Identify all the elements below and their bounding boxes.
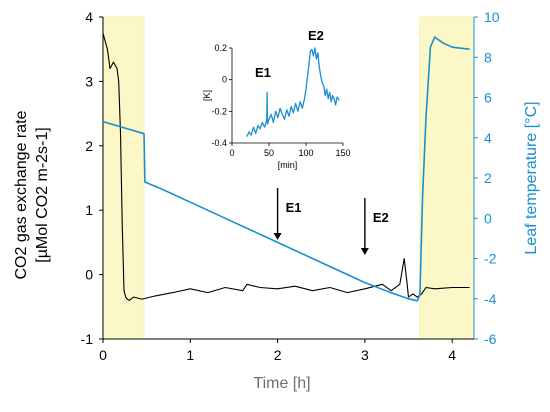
y-right-tick-label: 6 <box>484 90 492 106</box>
inset-x-tick-label: 100 <box>298 148 313 158</box>
x-tick-label: 4 <box>448 347 456 363</box>
inset-y-tick-label: -0.2 <box>211 106 227 116</box>
shaded-region-1 <box>419 16 475 340</box>
y-left-tick-label: 0 <box>85 267 93 283</box>
y-left-tick-label: 1 <box>85 202 93 218</box>
inset-annotation-e1: E1 <box>255 65 271 80</box>
x-tick-label: 2 <box>274 347 282 363</box>
inset-x-axis-title: [min] <box>278 160 298 170</box>
y-right-tick-label: 4 <box>484 130 492 146</box>
annotation-label-e1: E1 <box>286 200 302 215</box>
inset-y-axis-title: [K] <box>202 90 212 101</box>
x-tick-label: 0 <box>99 347 107 363</box>
y-right-tick-label: 8 <box>484 49 492 65</box>
inset-x-tick-label: 0 <box>229 148 234 158</box>
y-left-axis-title-line2: [µMol CO2 m-2s-1] <box>34 127 51 262</box>
y-right-tick-label: -4 <box>484 291 497 307</box>
inset-temperature-line <box>246 47 340 137</box>
inset-y-tick-label: -0.4 <box>211 138 227 148</box>
annotation-arrow-head <box>273 233 282 240</box>
inset-x-tick-label: 150 <box>335 148 350 158</box>
y-right-axis-title: Leaf temperature [°C] <box>523 101 540 254</box>
y-right-tick-label: -2 <box>484 251 497 267</box>
inset-y-tick-label: 0.2 <box>214 43 227 53</box>
y-right-tick-label: 10 <box>484 9 500 25</box>
inset-chart: 0 50 100 150 0.2 0 -0.2 -0.4 [K] [min] E1 E2 <box>196 28 364 176</box>
main-annotations: E1 E2 <box>273 188 389 255</box>
inset-annotation-e2: E2 <box>308 28 324 43</box>
inset-x-tick-label: 50 <box>264 148 274 158</box>
y-right-tick-label: 2 <box>484 170 492 186</box>
x-tick-label: 3 <box>361 347 369 363</box>
x-axis-title: Time [h] <box>253 375 310 392</box>
main-lines <box>102 32 470 302</box>
y-left-axis-title-line1: CO2 gas exchange rate <box>13 110 30 279</box>
annotation-label-e2: E2 <box>373 210 389 225</box>
x-tick-label: 1 <box>186 347 194 363</box>
annotation-arrow-head <box>360 248 369 255</box>
co2-exchange-line <box>102 32 470 301</box>
y-left-tick-label: 2 <box>85 138 93 154</box>
y-right-tick-label: -6 <box>484 331 497 347</box>
y-left-tick-label: 3 <box>85 73 93 89</box>
inset-y-tick-label: 0 <box>222 75 227 85</box>
leaf-temperature-line <box>102 36 470 302</box>
y-left-tick-label: -1 <box>81 331 94 347</box>
y-left-tick-label: 4 <box>85 9 93 25</box>
y-right-tick-label: 0 <box>484 210 492 226</box>
